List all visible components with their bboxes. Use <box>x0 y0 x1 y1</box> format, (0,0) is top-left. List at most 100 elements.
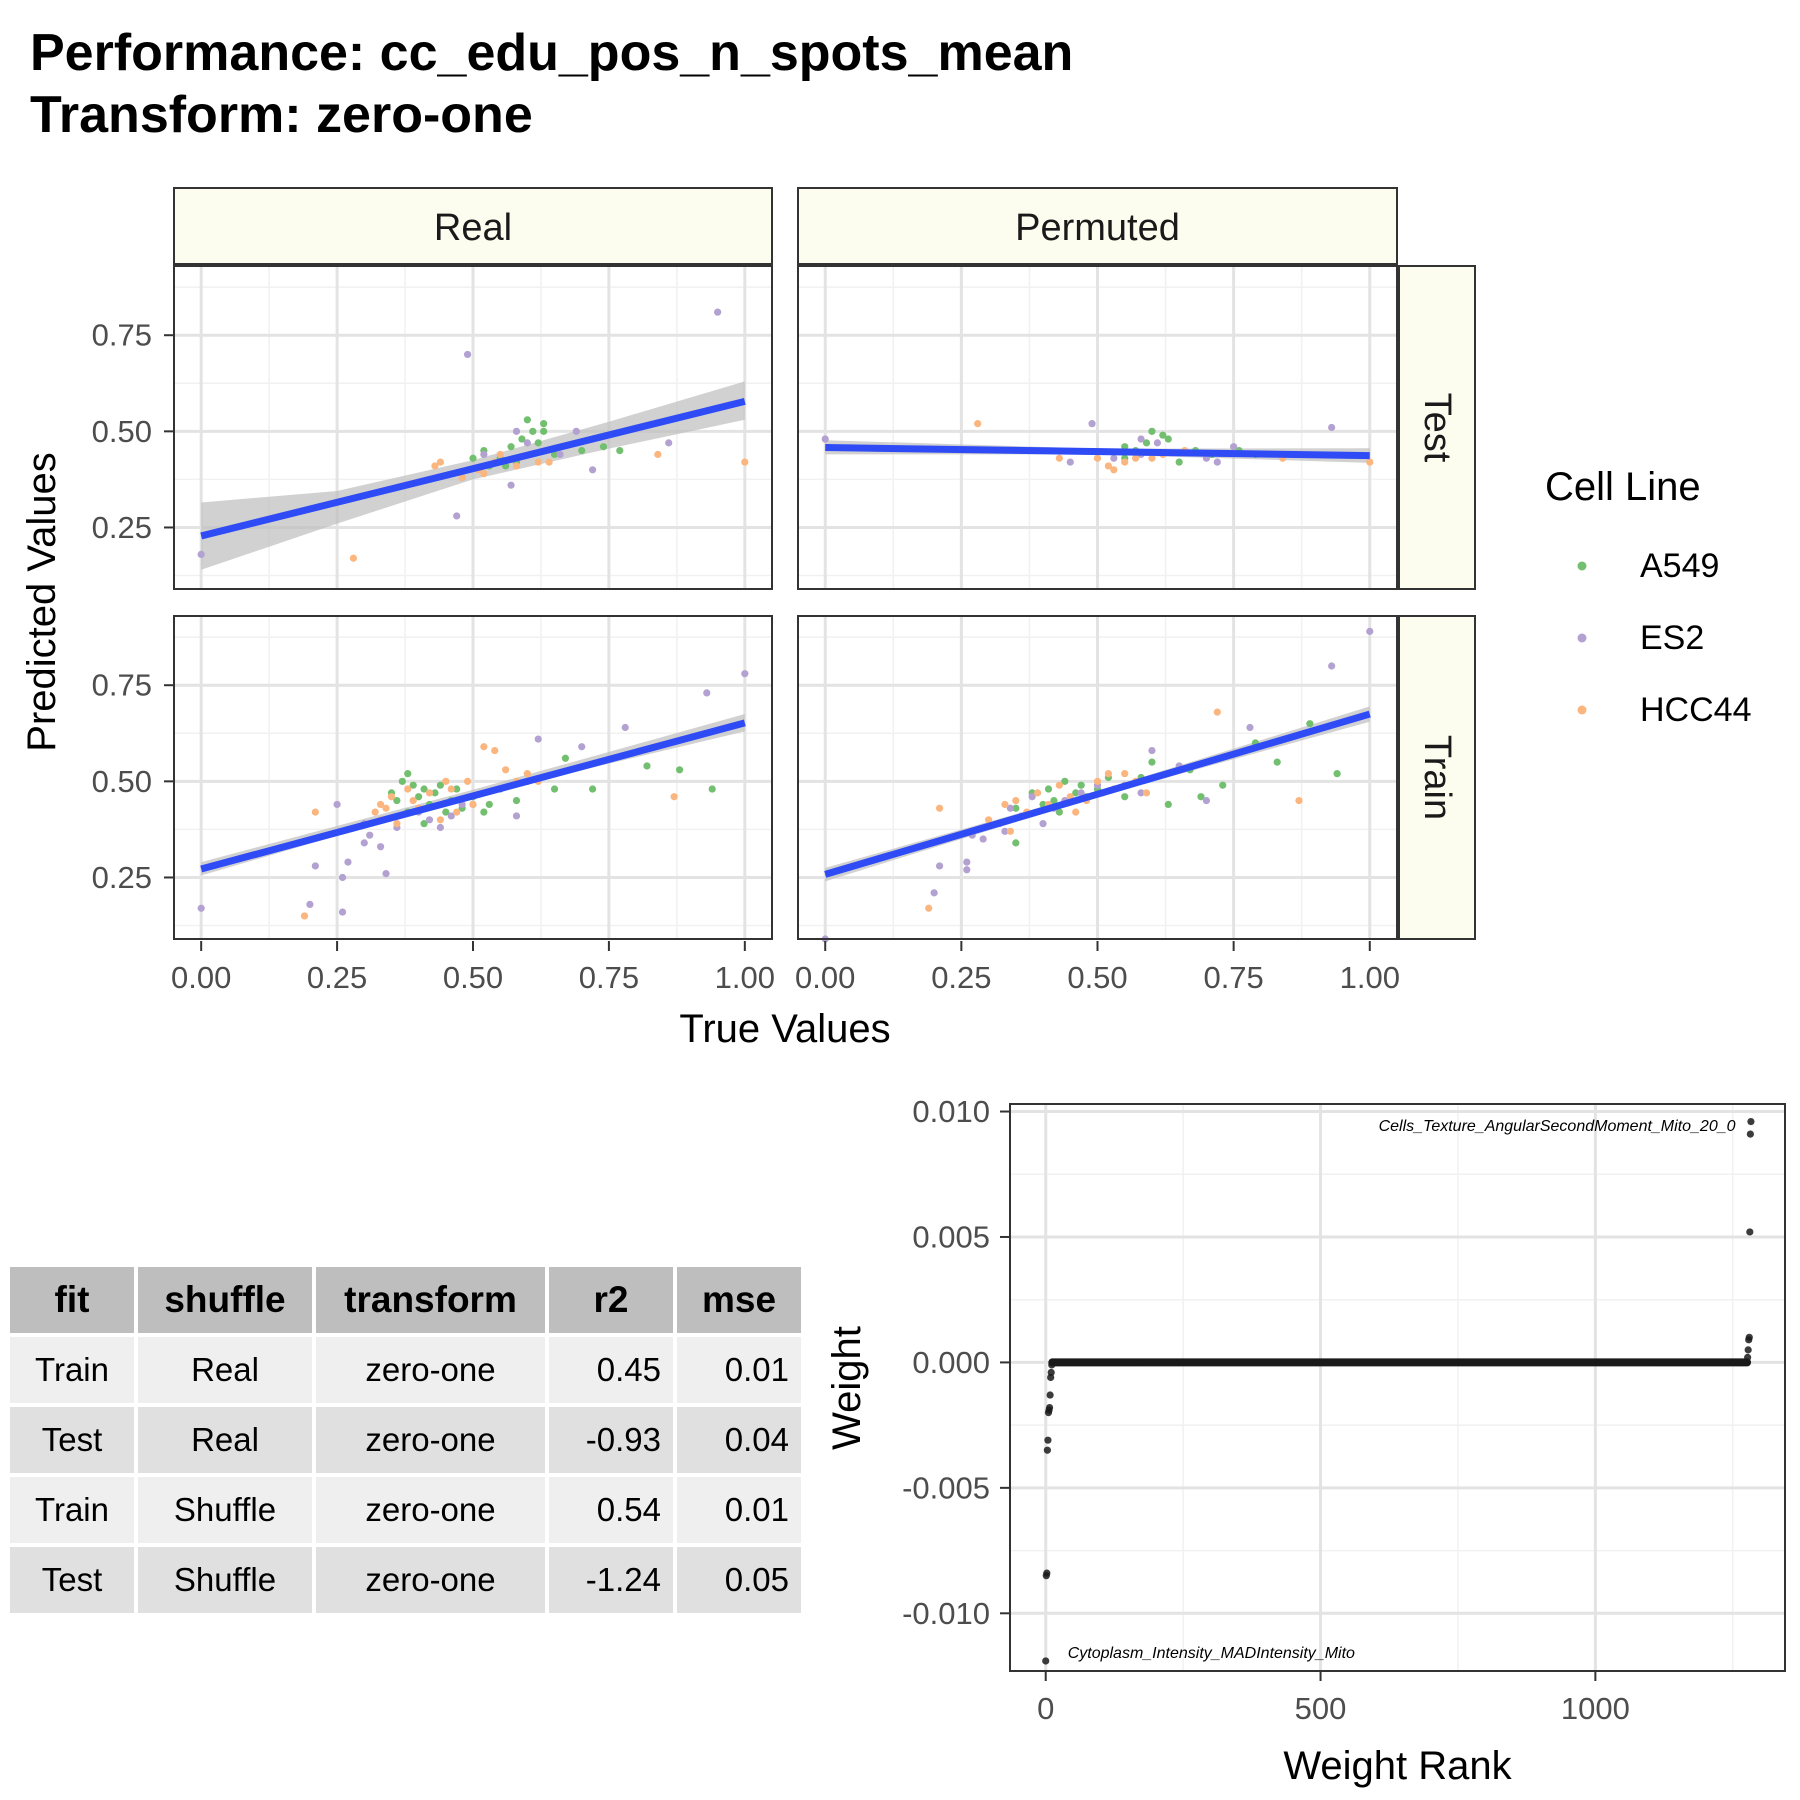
point-a549 <box>1142 439 1151 447</box>
weight-point <box>1744 1353 1752 1361</box>
point-a549 <box>1072 789 1080 797</box>
legend-label-es2: ES2 <box>1640 619 1704 657</box>
x-tick-label: 0.75 <box>579 960 639 995</box>
point-es2 <box>1001 827 1009 835</box>
point-a549 <box>708 785 716 793</box>
point-hcc44 <box>1121 770 1129 778</box>
point-hcc44 <box>1132 454 1140 462</box>
point-hcc44 <box>447 785 455 793</box>
title-line-2: Transform: zero-one <box>30 86 533 144</box>
point-hcc44 <box>311 808 319 816</box>
point-hcc44 <box>1295 796 1303 805</box>
point-hcc44 <box>469 800 477 809</box>
point-a549 <box>436 781 444 789</box>
point-es2 <box>453 512 461 520</box>
x-tick-label: 1.00 <box>1340 960 1400 995</box>
point-es2 <box>512 812 521 820</box>
point-es2 <box>1028 793 1036 801</box>
weight-point <box>1746 1228 1754 1236</box>
cell-shuffle: Real <box>138 1407 312 1473</box>
point-es2 <box>963 858 971 866</box>
fit-line <box>200 719 746 873</box>
x-tick-label: 0.00 <box>171 960 231 995</box>
point-es2 <box>1202 796 1211 805</box>
point-hcc44 <box>974 420 982 428</box>
point-a549 <box>507 443 515 451</box>
x-tick-label: 0.25 <box>307 960 367 995</box>
point-es2 <box>463 350 472 359</box>
point-es2 <box>1366 627 1374 635</box>
cell-r2: 0.45 <box>549 1337 673 1403</box>
point-a549 <box>442 808 450 816</box>
point-es2 <box>621 723 629 732</box>
table-row: Train Shuffle zero-one 0.54 0.01 <box>10 1477 801 1543</box>
point-a549 <box>1164 800 1172 809</box>
point-a549 <box>469 454 477 462</box>
table-row: Test Real zero-one -0.93 0.04 <box>10 1407 801 1473</box>
point-es2 <box>979 835 987 843</box>
point-hcc44 <box>453 808 461 816</box>
point-hcc44 <box>1148 454 1156 462</box>
point-a549 <box>616 446 624 455</box>
weight-point <box>1047 1368 1055 1377</box>
point-hcc44 <box>436 816 444 824</box>
point-hcc44 <box>480 470 488 478</box>
point-es2 <box>1039 820 1047 828</box>
cell-mse: 0.01 <box>677 1477 801 1543</box>
point-hcc44 <box>502 766 510 774</box>
y-tick-label: 0.75 <box>92 668 152 703</box>
point-es2 <box>1006 804 1014 812</box>
point-a549 <box>540 420 548 428</box>
point-hcc44 <box>404 785 412 793</box>
y-tick-label: 0.75 <box>92 318 152 353</box>
point-hcc44 <box>393 820 401 828</box>
point-hcc44 <box>1006 827 1014 835</box>
point-hcc44 <box>1012 796 1020 805</box>
point-es2 <box>1148 746 1156 755</box>
weight-point <box>1745 1333 1753 1341</box>
point-es2 <box>1066 458 1074 466</box>
panel-border <box>797 265 1398 590</box>
point-a549 <box>1061 777 1069 785</box>
x-tick-label: 0.25 <box>931 960 991 995</box>
point-a549 <box>518 435 526 443</box>
point-a549 <box>398 777 406 785</box>
strip-label-train: Train <box>1416 735 1458 820</box>
legend-label-hcc44: HCC44 <box>1640 691 1751 729</box>
panel-permuted-train <box>797 615 1398 943</box>
point-a549 <box>1219 781 1227 789</box>
point-hcc44 <box>480 743 488 751</box>
weight-point <box>1044 1436 1052 1444</box>
cell-fit: Test <box>10 1547 134 1613</box>
point-hcc44 <box>1104 770 1112 778</box>
weight-point <box>1744 1346 1752 1354</box>
fit-line <box>824 710 1371 878</box>
point-a549 <box>420 820 428 828</box>
point-hcc44 <box>491 746 499 755</box>
point-hcc44 <box>382 804 390 812</box>
point-es2 <box>930 889 938 897</box>
point-a549 <box>485 800 493 809</box>
y-axis-title: Weight <box>825 1326 869 1450</box>
strip-label-permuted: Permuted <box>1015 207 1180 249</box>
point-es2 <box>1246 723 1254 732</box>
point-a549 <box>1333 770 1341 778</box>
point-a549 <box>1012 804 1020 812</box>
point-a549 <box>578 446 586 455</box>
point-hcc44 <box>387 793 396 801</box>
point-es2 <box>447 812 455 820</box>
weight-point <box>1045 1403 1054 1412</box>
point-hcc44 <box>512 462 521 470</box>
point-es2 <box>1328 662 1336 670</box>
y-tick-label: -0.010 <box>902 1596 990 1631</box>
point-a549 <box>529 427 537 435</box>
point-a549 <box>643 762 651 770</box>
table-row: Train Real zero-one 0.45 0.01 <box>10 1337 801 1403</box>
point-hcc44 <box>1366 458 1374 466</box>
cell-fit: Test <box>10 1407 134 1473</box>
point-a549 <box>404 770 412 778</box>
table-header-row: fit shuffle transform r2 mse <box>10 1267 801 1333</box>
point-hcc44 <box>1110 466 1118 474</box>
cell-r2: 0.54 <box>549 1477 673 1543</box>
point-hcc44 <box>300 912 309 920</box>
